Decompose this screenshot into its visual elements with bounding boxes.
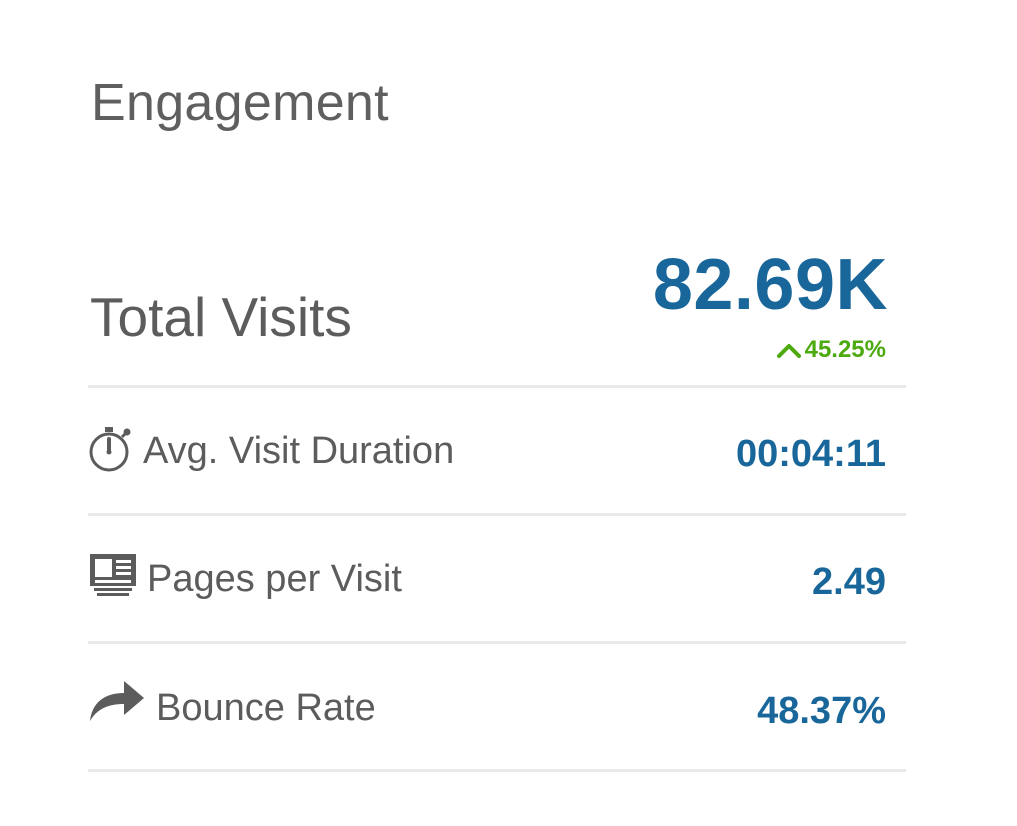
metric-value: 00:04:11 [735, 433, 886, 475]
metric-label: Avg. Visit Duration [143, 430, 455, 472]
bounce-arrow-icon [88, 679, 148, 729]
bounce-rate-row: Bounce Rate 48.37% [88, 644, 906, 772]
avg-visit-duration-row: Avg. Visit Duration 00:04:11 [88, 388, 906, 516]
metric-value: 2.49 [812, 561, 886, 603]
up-arrow-icon [776, 341, 801, 359]
metric-label: Pages per Visit [147, 558, 402, 600]
metric-value: 48.37% [757, 690, 886, 732]
pages-icon [88, 552, 138, 602]
pages-per-visit-row: Pages per Visit 2.49 [88, 516, 906, 644]
total-visits-change: 45.25% [776, 336, 886, 364]
stopwatch-icon [88, 425, 138, 475]
section-title: Engagement [91, 74, 389, 132]
total-visits-value: 82.69K [652, 245, 888, 325]
metric-label: Bounce Rate [156, 687, 376, 729]
change-percent: 45.25% [804, 336, 886, 363]
total-visits-label: Total Visits [90, 286, 352, 348]
total-visits-row: Total Visits 82.69K 45.25% [88, 240, 906, 388]
